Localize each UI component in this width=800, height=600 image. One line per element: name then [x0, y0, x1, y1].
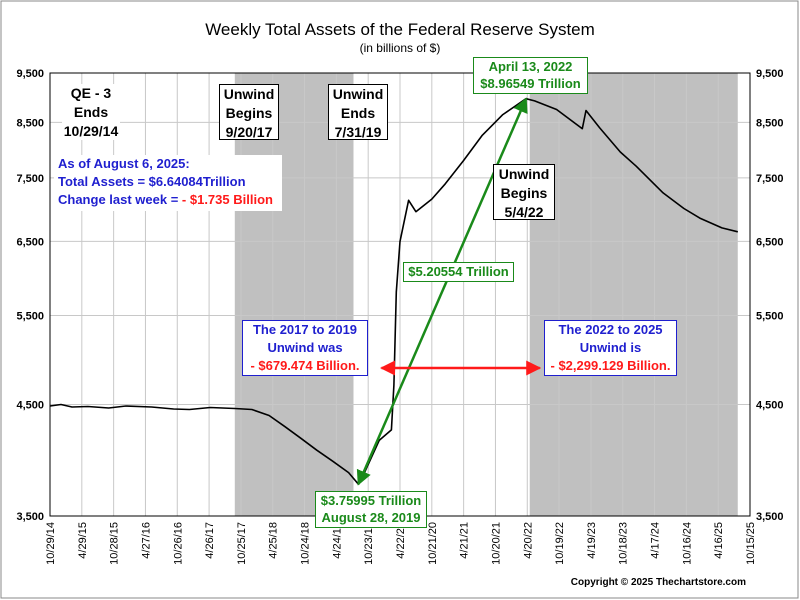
- unwind-2017-2019-value: - $679.474 Billion.: [250, 358, 360, 373]
- x-tick-label: 4/22/20: [395, 522, 407, 559]
- qe3-line-3: 10/29/14: [63, 123, 119, 139]
- x-tick-label: 10/20/21: [490, 522, 502, 565]
- rise-value: $5.20554 Trillion: [408, 264, 509, 279]
- summary-box: As of August 6, 2025: Total Assets = $6.…: [54, 155, 282, 211]
- unwind-ends-2019-line-2: Ends: [340, 105, 376, 121]
- unwind-2017-2019-line-1: The 2017 to 2019: [252, 322, 358, 337]
- y-tick-label-left: 7,500: [16, 173, 44, 185]
- x-tick-label: 10/29/14: [45, 522, 57, 565]
- x-tick-label: 4/20/22: [522, 522, 534, 559]
- shaded-period-1: [234, 73, 354, 516]
- peak-value: $8.96549 Trillion: [480, 76, 581, 91]
- unwind-2022-2025-value: - $2,299.129 Billion.: [550, 358, 671, 373]
- x-tick-label: 4/16/25: [713, 522, 725, 559]
- y-tick-label-right: 8,500: [756, 117, 784, 129]
- x-tick-label: 10/24/18: [300, 522, 312, 565]
- x-tick-label: 4/27/16: [140, 522, 152, 559]
- x-tick-label: 10/23/19: [363, 522, 375, 565]
- x-tick-label: 10/16/24: [681, 522, 693, 565]
- y-tick-label-right: 4,500: [756, 400, 784, 412]
- unwind-ends-2019-line-3: 7/31/19: [334, 124, 382, 140]
- unwind-2017-2019-box: The 2017 to 2019 Unwind was - $679.474 B…: [242, 320, 368, 376]
- peak-annotation: April 13, 2022 $8.96549 Trillion: [473, 57, 588, 94]
- trough-date: August 28, 2019: [321, 510, 421, 525]
- y-tick-label-left: 3,500: [16, 511, 44, 523]
- unwind-begins-2022-line-1: Unwind: [498, 166, 550, 182]
- x-tick-label: 10/19/22: [554, 522, 566, 565]
- x-tick-label: 4/21/21: [459, 522, 471, 559]
- shaded-period-2: [529, 73, 738, 516]
- x-tick-label: 10/28/15: [109, 522, 121, 565]
- qe3-line-1: QE - 3: [70, 85, 112, 101]
- x-tick-label: 4/29/15: [77, 522, 89, 559]
- qe3-ends-annotation: QE - 3 Ends 10/29/14: [62, 84, 120, 140]
- y-tick-label-left: 4,500: [16, 400, 44, 412]
- unwind-2022-2025-line-2: Unwind is: [579, 340, 642, 355]
- copyright-text: Copyright © 2025 Thechartstore.com: [571, 577, 746, 588]
- rise-annotation: $5.20554 Trillion: [403, 262, 514, 282]
- unwind-ends-2019-annotation: Unwind Ends 7/31/19: [328, 84, 388, 140]
- y-tick-label-left: 6,500: [16, 236, 44, 248]
- x-tick-label: 4/24/19: [331, 522, 343, 559]
- rise-arrow: [356, 97, 528, 486]
- y-tick-label-right: 6,500: [756, 236, 784, 248]
- y-tick-label-left: 5,500: [16, 310, 44, 322]
- summary-change-label: Change last week =: [58, 192, 182, 207]
- x-tick-label: 4/19/23: [586, 522, 598, 559]
- x-tick-label: 10/15/25: [745, 522, 757, 565]
- unwind-2022-2025-box: The 2022 to 2025 Unwind is - $2,299.129 …: [544, 320, 677, 376]
- unwind-ends-2019-line-1: Unwind: [332, 86, 384, 102]
- x-tick-label: 4/17/24: [650, 522, 662, 559]
- unwind-begins-2017-line-1: Unwind: [223, 86, 275, 102]
- x-tick-label: 4/26/17: [204, 522, 216, 559]
- chart-title: Weekly Total Assets of the Federal Reser…: [205, 20, 595, 39]
- summary-line-1: As of August 6, 2025:: [58, 156, 190, 171]
- summary-line-2: Total Assets = $6.64084Trillion: [58, 174, 246, 189]
- x-tick-label: 10/21/20: [427, 522, 439, 565]
- y-tick-label-right: 9,500: [756, 68, 784, 80]
- unwind-begins-2017-line-3: 9/20/17: [225, 124, 273, 140]
- x-tick-label: 4/25/18: [268, 522, 280, 559]
- trough-value: $3.75995 Trillion: [320, 493, 422, 508]
- x-tick-label: 10/25/17: [236, 522, 248, 565]
- qe3-line-2: Ends: [73, 104, 109, 120]
- y-tick-label-right: 3,500: [756, 511, 784, 523]
- unwind-begins-2017-annotation: Unwind Begins 9/20/17: [219, 84, 279, 140]
- x-tick-label: 10/18/23: [618, 522, 630, 565]
- y-tick-label-right: 5,500: [756, 310, 784, 322]
- y-tick-label-left: 8,500: [16, 117, 44, 129]
- unwind-begins-2022-annotation: Unwind Begins 5/4/22: [493, 164, 555, 220]
- summary-line-3: Change last week = - $1.735 Billion: [58, 191, 282, 209]
- summary-change-value: - $1.735 Billion: [181, 192, 273, 207]
- unwind-begins-2017-line-2: Begins: [225, 105, 273, 121]
- unwind-2022-2025-line-1: The 2022 to 2025: [558, 322, 663, 337]
- y-tick-label-right: 7,500: [756, 173, 784, 185]
- x-tick-label: 10/26/16: [172, 522, 184, 565]
- trough-annotation: $3.75995 Trillion August 28, 2019: [315, 491, 427, 528]
- unwind-begins-2022-line-2: Begins: [500, 185, 548, 201]
- y-tick-label-left: 9,500: [16, 68, 44, 80]
- chart-subtitle: (in billions of $): [360, 41, 441, 55]
- peak-date: April 13, 2022: [488, 59, 573, 74]
- unwind-begins-2022-line-3: 5/4/22: [504, 204, 544, 220]
- unwind-2017-2019-line-2: Unwind was: [267, 340, 343, 355]
